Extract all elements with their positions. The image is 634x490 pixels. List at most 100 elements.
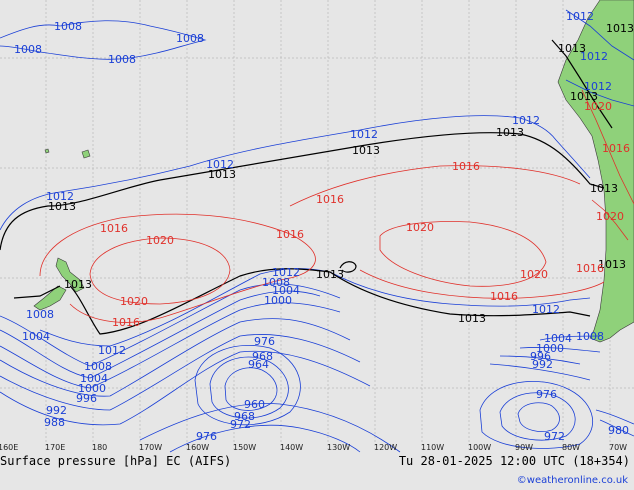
label-1016: 1016 [452,160,480,173]
label-1004: 1004 [544,332,572,345]
valid-time: Tu 28-01-2025 12:00 UTC (18+354) [398,454,630,468]
graticule [0,0,634,452]
label-992: 992 [46,404,67,417]
isobar-low-center-6 [517,402,560,432]
label-976: 976 [536,388,557,401]
label-1000: 1000 [78,382,106,395]
isobar-1016-east [289,165,605,299]
isobar-1008-south [0,283,341,367]
isobar-labels: 1008 1008 1008 1008 1012 1012 1012 1012 … [14,10,634,443]
label-1012: 1012 [272,266,300,279]
label-1012: 1012 [46,190,74,203]
longitude-label: 140W [280,443,303,452]
label-1013: 1013 [570,90,598,103]
isobar-1016-west [39,213,316,323]
isobar-1012-south [39,268,591,347]
isobar-1008-north [0,20,207,60]
label-1012: 1012 [512,114,540,127]
isobar-996 [0,318,581,397]
label-1020: 1020 [146,234,174,247]
label-1016: 1016 [316,193,344,206]
label-1013: 1013 [208,168,236,181]
label-1013: 1013 [590,182,618,195]
isobar-1016-sa [581,89,634,205]
label-1008: 1008 [262,276,290,289]
label-976: 976 [196,430,217,443]
longitude-label: 180 [92,443,107,452]
isobar-1012-main [0,115,591,231]
label-1013: 1013 [48,200,76,213]
label-1020: 1020 [596,210,624,223]
island-fiji [81,149,91,159]
new-zealand-north-island [55,257,85,293]
longitude-label: 110W [421,443,444,452]
label-1012: 1012 [566,10,594,23]
label-1012: 1012 [98,344,126,357]
longitude-label: 90W [515,443,533,452]
label-968: 968 [252,350,273,363]
label-1004: 1004 [272,284,300,297]
label-964: 964 [248,358,269,371]
isobar-992 [0,334,591,411]
label-1012: 1012 [532,303,560,316]
label-996: 996 [530,350,551,363]
isobar-se-1 [599,419,634,437]
label-1016: 1016 [602,142,630,155]
label-1012: 1012 [350,128,378,141]
isobar-1012-sa [565,9,634,61]
isobar-1012-sa-2 [565,79,634,107]
isobar-1020-east [379,221,547,287]
label-1016: 1016 [490,290,518,303]
isobar-972-wide [169,424,361,453]
map-title: Surface pressure [hPa] EC (AIFS) [0,454,232,468]
label-1013: 1013 [316,268,344,281]
isobar-1020-west [89,237,231,305]
ocean-background [0,0,634,452]
label-1016: 1016 [276,228,304,241]
label-968: 968 [234,410,255,423]
label-1004: 1004 [80,372,108,385]
label-980: 980 [608,424,629,437]
isobar-low-center-5 [499,392,576,441]
label-1008: 1008 [576,330,604,343]
label-1004: 1004 [22,330,50,343]
label-1012: 1012 [580,50,608,63]
label-1013: 1013 [598,258,626,271]
site-credit: ©weatheronline.co.uk [516,475,628,486]
longitude-label: 150W [233,443,256,452]
label-1000: 1000 [536,342,564,355]
label-1000: 1000 [264,294,292,307]
longitude-labels: 160E 170E 180 170W 160W 150W 140W 130W 120W 110W 1… [0,443,627,452]
label-1020: 1020 [406,221,434,234]
label-1008: 1008 [176,32,204,45]
label-1016: 1016 [100,222,128,235]
isobar-low-center-2 [209,356,289,419]
label-1020: 1020 [520,268,548,281]
label-960: 960 [244,398,265,411]
label-1013: 1013 [64,278,92,291]
label-1008: 1008 [108,53,136,66]
label-988: 988 [44,416,65,429]
isobar-low-center-1 [194,345,301,426]
longitude-label: 160W [186,443,209,452]
new-zealand-south-island [33,285,67,311]
label-1012: 1012 [206,158,234,171]
label-1016: 1016 [112,316,140,329]
isobar-1013 [0,39,613,335]
label-1013: 1013 [458,312,486,325]
isobars-high [39,89,634,323]
label-1008: 1008 [26,308,54,321]
label-1008: 1008 [14,43,42,56]
label-1020: 1020 [584,100,612,113]
isobar-988 [0,350,371,426]
label-992: 992 [532,358,553,371]
label-1008: 1008 [84,360,112,373]
longitude-label: 70W [609,443,627,452]
isobar-low-center-4 [479,380,594,449]
isobar-se-2 [595,409,634,425]
label-976: 976 [254,335,275,348]
longitude-label: 130W [327,443,350,452]
isobar-1000 [0,302,601,389]
isobar-1020-sa [591,199,629,241]
